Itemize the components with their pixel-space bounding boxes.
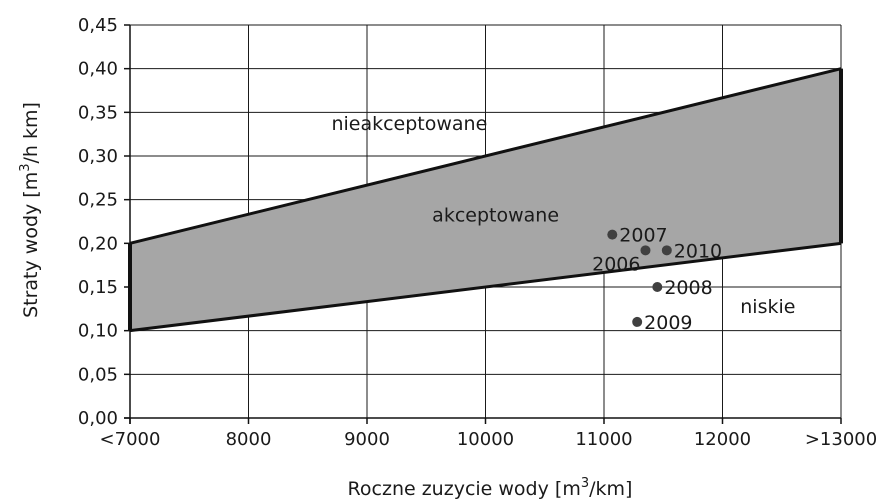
x-tick-labels: <7000 8000 9000 10000 11000 12000 >13000 (100, 429, 878, 450)
y-tick-label: 0,00 (78, 408, 118, 429)
data-point-label-2009: 2009 (644, 312, 692, 334)
data-point-label-2010: 2010 (674, 240, 722, 262)
y-tick-label: 0,10 (78, 321, 118, 342)
data-points: 2007 2006 2010 2008 2009 (592, 225, 722, 334)
y-axis-label: Straty wody [m3/h km] (18, 102, 42, 318)
region-label-akceptowane: akceptowane (432, 205, 559, 227)
x-tick-label: 9000 (344, 429, 390, 450)
region-label-niskie: niskie (740, 296, 795, 318)
data-point-2010 (661, 245, 672, 256)
acceptance-band (128, 67, 843, 333)
region-label-nieakceptowane: nieakceptowane (331, 113, 487, 135)
data-point-label-2007: 2007 (619, 225, 667, 247)
data-point-2008 (652, 282, 663, 292)
y-tick-label: 0,20 (78, 233, 118, 254)
y-tick-label: 0,40 (78, 59, 118, 80)
region-labels: nieakceptowane akceptowane niskie (331, 113, 795, 318)
x-tick-label: <7000 (100, 429, 161, 450)
y-tick-label: 0,30 (78, 146, 118, 167)
data-point-2007 (607, 229, 618, 240)
x-axis-label: Roczne zuzycie wody [m3/km] (348, 476, 633, 500)
x-tick-label: 10000 (457, 429, 514, 450)
data-point-label-2006: 2006 (592, 253, 640, 275)
data-point-label-2008: 2008 (664, 277, 712, 299)
y-tick-label: 0,25 (78, 190, 118, 211)
axes (124, 24, 842, 424)
data-point-2006 (640, 245, 651, 256)
x-tick-label: 12000 (694, 429, 751, 450)
y-tick-label: 0,05 (78, 364, 118, 385)
y-tick-label: 0,35 (78, 102, 118, 123)
x-tick-label: >13000 (805, 429, 877, 450)
x-tick-label: 11000 (575, 429, 632, 450)
y-tick-label: 0,15 (78, 277, 118, 298)
lower-boundary-line (129, 241, 842, 333)
x-tick-label: 8000 (226, 429, 272, 450)
y-tick-label: 0,45 (78, 15, 118, 36)
y-tick-labels: 0,00 0,05 0,10 0,15 0,20 0,25 0,30 0,35 0,40 0,45 (78, 15, 118, 429)
data-point-2009 (632, 316, 643, 327)
upper-boundary-line (129, 67, 842, 245)
